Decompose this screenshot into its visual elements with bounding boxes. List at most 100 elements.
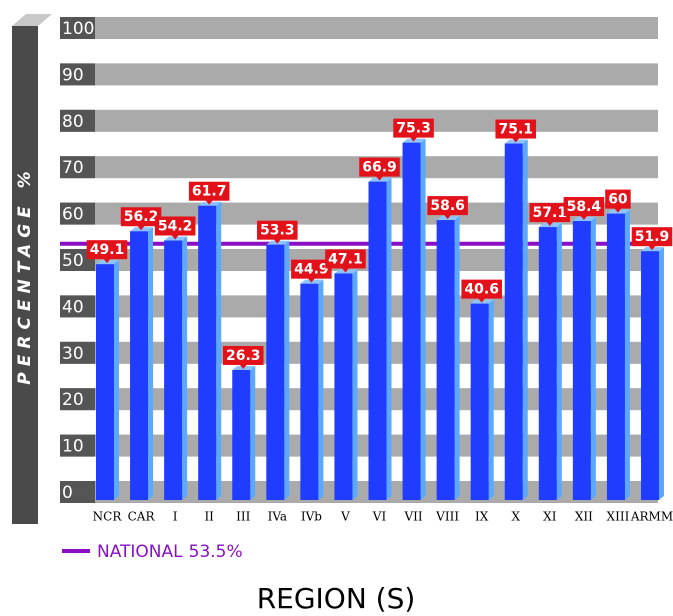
value-label-pointer [273, 238, 282, 244]
tick-box [60, 249, 95, 271]
bar [368, 181, 387, 501]
x-tick-label: IX [475, 510, 489, 524]
value-label: 57.1 [533, 205, 568, 221]
bar [300, 283, 319, 500]
value-label: 75.3 [396, 121, 431, 137]
y-tick-label: 80 [62, 112, 84, 132]
value-label: 58.4 [567, 199, 602, 215]
value-label-pointer [205, 199, 214, 205]
x-tick-label: III [236, 510, 250, 524]
bar-side [454, 216, 460, 500]
value-label-box [257, 220, 298, 240]
bar [538, 227, 557, 500]
value-label-pointer [307, 277, 316, 283]
value-label: 40.6 [464, 282, 499, 298]
value-label: 26.3 [226, 348, 261, 364]
x-tick-label: VII [403, 510, 422, 524]
bar [164, 240, 183, 500]
x-tick-label: NCR [93, 510, 123, 524]
value-label-box [222, 345, 264, 365]
tick-box [60, 341, 95, 364]
bar-side [284, 240, 290, 501]
bar-side [590, 217, 596, 501]
x-tick-label: V [340, 510, 350, 524]
bar-side [386, 177, 392, 501]
grid-band [60, 63, 658, 86]
bar-side [522, 139, 528, 500]
value-label-pointer [341, 267, 350, 273]
bar [572, 221, 591, 501]
x-tick-label: CAR [128, 510, 156, 524]
value-label: 60 [608, 192, 628, 208]
bar-side [624, 209, 630, 500]
value-label: 44.9 [294, 262, 329, 278]
x-tick-label: II [204, 510, 214, 524]
bar-side [250, 365, 256, 500]
value-label-pointer [579, 215, 588, 221]
value-label-box [563, 197, 605, 217]
value-label-box [529, 203, 571, 223]
y-tick-label: 0 [62, 483, 73, 503]
bar-side [488, 299, 494, 500]
value-label-box [495, 119, 537, 139]
y-tick-label: 30 [62, 344, 84, 364]
bar [232, 369, 251, 500]
tick-box [60, 63, 95, 86]
bar-side [216, 201, 222, 500]
value-label-box [359, 157, 400, 177]
x-tick-label: VI [372, 510, 387, 524]
value-label-pointer [648, 245, 656, 251]
value-label-pointer [375, 175, 384, 181]
bar [96, 264, 114, 500]
value-label-box [393, 118, 434, 138]
value-label: 58.6 [430, 198, 465, 214]
y-tick-label: 90 [62, 65, 84, 85]
x-tick-label: IVa [268, 510, 287, 524]
tick-box [60, 388, 95, 411]
value-label: 61.7 [192, 184, 227, 200]
value-label-pointer [137, 225, 146, 231]
value-label: 51.9 [635, 229, 670, 245]
value-label-pointer [239, 363, 248, 369]
value-label-box [605, 189, 631, 209]
y-tick-label: 50 [62, 251, 84, 271]
bar-side [420, 138, 426, 500]
value-label-box [325, 249, 366, 269]
legend-label: NATIONAL [97, 542, 183, 562]
axis-slab [12, 26, 38, 524]
x-tick-label: XIII [607, 510, 630, 524]
value-label-box [427, 196, 468, 216]
x-tick-label: X [511, 510, 520, 524]
value-label-pointer [409, 136, 418, 142]
value-label: 47.1 [328, 251, 363, 267]
value-label-box [120, 207, 162, 227]
value-label: 75.1 [498, 122, 533, 138]
bar [641, 251, 659, 500]
value-label-box [291, 259, 332, 279]
value-label: 54.2 [158, 219, 193, 235]
x-tick-label: VIII [435, 510, 459, 524]
axis-slab-top [12, 14, 52, 26]
bar [402, 142, 421, 500]
value-label-pointer [511, 137, 520, 143]
value-label: 56.2 [124, 209, 159, 225]
x-tick-label: XI [543, 510, 557, 524]
x-tick-label: ARMM [630, 510, 673, 524]
x-tick-label: XII [575, 510, 593, 524]
grid-band [60, 156, 658, 179]
bar-side [659, 247, 664, 500]
value-label-box [188, 181, 230, 201]
bar [334, 273, 353, 500]
x-axis-title: REGION (S) [257, 582, 416, 615]
tick-box [60, 481, 95, 503]
value-label-pointer [171, 234, 180, 240]
y-tick-label: 10 [62, 437, 84, 457]
value-label: 49.1 [90, 242, 125, 258]
y-tick-label: 40 [62, 297, 84, 317]
value-label-box [86, 240, 128, 260]
tick-box [60, 156, 95, 179]
grid-band [60, 17, 658, 39]
value-label-pointer [477, 297, 486, 303]
bar [470, 303, 489, 500]
